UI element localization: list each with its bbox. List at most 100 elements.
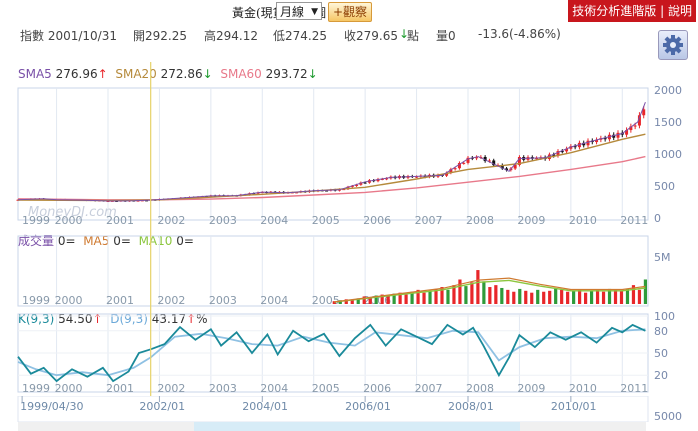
candle <box>552 154 556 156</box>
volume-chart[interactable]: 199920002001200220032004200520065M <box>0 228 698 308</box>
volume-bar <box>458 279 462 304</box>
volume-bar <box>637 289 642 304</box>
quote-volume: 量0 <box>436 29 456 43</box>
y-tick-label: 20 <box>654 369 668 382</box>
volume-bar <box>506 289 510 304</box>
sma5-line <box>17 102 646 202</box>
range-scrollbar-thumb[interactable] <box>194 422 520 431</box>
volume-bar <box>512 291 516 304</box>
range-scrollbar[interactable] <box>18 422 646 431</box>
link-divider: | <box>660 4 665 18</box>
x-tick-label: 2001 <box>106 382 134 395</box>
volume-bar <box>572 290 576 304</box>
y-tick-label: 100 <box>654 310 675 323</box>
kd-chart[interactable]: 1999 2000 2001 2002 2003 2004 2005 2006 2007 2008… <box>0 308 698 396</box>
quote-high: 高294.12 <box>204 29 258 43</box>
add-watch-button[interactable]: +觀察 <box>328 2 373 22</box>
volume-bar <box>589 290 594 304</box>
volume-bar <box>392 293 396 304</box>
volume-bar <box>530 292 534 304</box>
x-tick-label: 2009 <box>517 214 545 227</box>
volume-bar <box>440 287 444 304</box>
x-tick-label: 2005 <box>312 214 340 227</box>
navigator-label: 2010/01 <box>551 400 597 413</box>
candle <box>342 189 346 191</box>
ma5-value: 0 <box>113 234 121 248</box>
x-tick-label: 2000 <box>55 294 83 307</box>
chevron-down-icon: ▼ <box>311 7 318 17</box>
y-tick-label: 5M <box>654 251 671 264</box>
candle <box>483 156 487 162</box>
volume-bar <box>578 289 582 304</box>
help-link[interactable]: 說明 <box>667 4 692 18</box>
x-tick-label: 2005 <box>312 294 340 307</box>
volume-bar <box>601 291 606 304</box>
candle <box>625 130 629 135</box>
candle <box>633 125 637 127</box>
period-select[interactable]: 月線 ▼ <box>276 2 322 20</box>
candle <box>475 157 479 159</box>
x-tick-label: 2011 <box>620 214 648 227</box>
volume-bar <box>488 287 492 304</box>
x-tick-label: 2008 <box>466 214 494 227</box>
sma60-value: 293.72 <box>265 67 308 81</box>
sma60-arrow: ↓ <box>307 67 318 81</box>
x-tick-label: 2005 <box>312 382 340 395</box>
pro-version-link[interactable]: 技術分析進階版 <box>572 4 657 18</box>
candle <box>582 142 586 146</box>
x-tick-label: 2003 <box>209 294 237 307</box>
quote-close: 收279.65 <box>344 29 398 43</box>
volume-bar <box>595 289 600 304</box>
price-chart[interactable]: 1999 2000 2001 2002 2003 2004 2005 2006 2007 2008… <box>0 62 698 228</box>
volume-bar <box>524 290 528 304</box>
navigator-label: 2002/01 <box>139 400 185 413</box>
volume-legend: 成交量 0= MA5 0= MA10 0= <box>18 232 194 249</box>
volume-bar <box>398 292 402 304</box>
settings-button[interactable] <box>658 30 688 60</box>
x-tick-label: 2001 <box>106 294 134 307</box>
volume-bar <box>386 296 390 304</box>
x-tick-label: 2010 <box>569 382 597 395</box>
quote-date: 指數 2001/10/31 <box>20 29 117 43</box>
sma5-label: SMA5 <box>18 67 52 81</box>
ma10-value: 0 <box>176 234 184 248</box>
k-line <box>17 323 646 383</box>
price-legend: SMA5 276.96↑ SMA20 272.86↓ SMA60 293.72↓ <box>18 67 318 81</box>
volume-bar <box>566 291 570 304</box>
volume-bar <box>422 292 426 304</box>
x-tick-label: 2006 <box>363 382 391 395</box>
candle <box>629 126 633 131</box>
sma5-value: 276.96 <box>55 67 98 81</box>
volume-bar <box>404 294 408 304</box>
candle <box>565 148 569 152</box>
volume-bar <box>410 291 414 304</box>
quote-bar: 指數 2001/10/31 開292.25 高294.12 低274.25 收2… <box>0 24 698 44</box>
overview-navigator[interactable]: 1999/04/30 2002/01 2004/01 2006/01 2008/01 20… <box>0 396 698 422</box>
d-arrow: ↑ <box>186 312 197 326</box>
candle <box>445 172 449 176</box>
navigator-label: 2004/01 <box>242 400 288 413</box>
candle <box>505 168 509 171</box>
sma60-label: SMA60 <box>220 67 262 81</box>
candle <box>325 190 329 192</box>
x-tick-label: 2002 <box>157 214 185 227</box>
volume-bar <box>536 289 540 304</box>
candle <box>586 140 590 146</box>
volume-bar <box>625 288 630 304</box>
candle <box>573 146 577 148</box>
x-tick-label: 2008 <box>466 382 494 395</box>
volume-bar <box>583 292 588 304</box>
candle <box>376 179 380 182</box>
navigator-label: 2006/01 <box>345 400 391 413</box>
y-tick-label: 80 <box>654 325 668 338</box>
volume-value: 0 <box>57 234 66 248</box>
candle <box>145 200 149 202</box>
volume-bar <box>631 285 636 304</box>
quote-unit: 點 <box>407 29 420 43</box>
x-tick-label: 2011 <box>620 382 648 395</box>
y-tick-label: 1500 <box>654 116 682 129</box>
quote-change: -13.6(-4.86%) <box>478 27 561 41</box>
x-tick-label: 1999 <box>22 214 50 227</box>
plot-frame <box>17 87 649 221</box>
x-tick-label: 2003 <box>209 382 237 395</box>
